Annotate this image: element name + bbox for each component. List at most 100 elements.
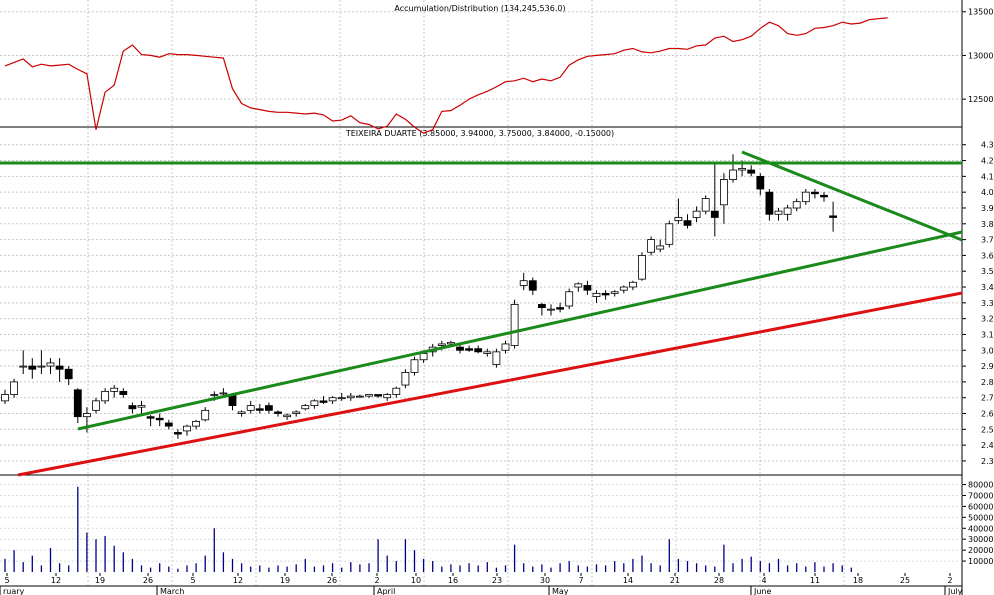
candle <box>337 392 346 401</box>
candle-body <box>110 387 119 392</box>
x-tick-label: 5 <box>190 576 195 585</box>
candle-body <box>528 280 537 291</box>
volume-tick-label: 40000 <box>968 524 993 533</box>
candle-body <box>1 394 9 402</box>
candle <box>92 397 100 414</box>
candle <box>538 302 546 316</box>
candle <box>310 399 319 409</box>
candle <box>456 343 464 354</box>
upper-channel-line <box>77 230 963 431</box>
x-tick-label: 19 <box>280 576 290 585</box>
candle <box>692 206 701 223</box>
x-tick-label: 25 <box>900 576 910 585</box>
candle-body <box>283 414 292 418</box>
candle <box>46 358 55 374</box>
candle <box>665 220 674 248</box>
candle-body <box>137 405 146 408</box>
x-tick-label: 16 <box>448 576 458 585</box>
candle <box>192 419 201 430</box>
x-tick-label: 5 <box>4 576 9 585</box>
candle-body <box>829 215 837 218</box>
candle <box>383 392 392 401</box>
price-tick-label: 4.3 <box>981 141 994 150</box>
candle-body <box>656 245 665 250</box>
candle-body <box>783 207 792 215</box>
candle-body <box>210 394 219 396</box>
x-tick-label: 11 <box>810 576 820 585</box>
candle-body <box>792 201 801 209</box>
price-tick-label: 3.3 <box>981 299 994 308</box>
price-tick-label: 3.6 <box>981 251 994 260</box>
x-tick-label: 18 <box>853 576 863 585</box>
candle <box>392 386 401 398</box>
candle <box>583 280 592 295</box>
candle <box>756 173 765 196</box>
x-tick-label: 26 <box>143 576 153 585</box>
candle-body <box>574 283 583 288</box>
candle-body <box>55 365 64 370</box>
candle <box>783 204 792 221</box>
candle-body <box>638 255 646 280</box>
candle-body <box>446 341 455 345</box>
candle <box>37 350 46 374</box>
candle-body <box>310 400 319 407</box>
candle <box>355 394 364 398</box>
candle <box>811 189 819 199</box>
candle-body <box>774 210 783 215</box>
candle-body <box>146 416 155 419</box>
candle <box>183 424 191 436</box>
candle <box>820 192 828 202</box>
price-tick-label: 2.3 <box>981 457 994 466</box>
candle-body <box>128 405 137 410</box>
candle <box>519 272 528 291</box>
candle <box>119 388 128 398</box>
candle-body <box>692 210 701 218</box>
candle-body <box>374 394 383 397</box>
candle <box>164 419 173 430</box>
candle <box>701 195 710 215</box>
candle-body <box>738 168 746 171</box>
candle-body <box>83 413 91 418</box>
candle-body <box>19 365 28 368</box>
indicator-tick-label: 12500 <box>968 95 993 104</box>
candle <box>565 288 574 310</box>
x-tick-label: 23 <box>492 576 502 585</box>
candle-body <box>801 191 810 203</box>
candle <box>601 290 610 300</box>
candle-body <box>456 346 464 351</box>
candle-body <box>401 371 410 386</box>
candle <box>283 413 292 420</box>
x-tick-label: 12 <box>51 576 61 585</box>
candle <box>319 396 328 405</box>
candle <box>674 198 683 224</box>
candle <box>10 378 19 398</box>
x-tick-label: 28 <box>714 576 724 585</box>
candle-body <box>46 362 55 367</box>
candle-body <box>519 280 528 286</box>
candle-body <box>155 417 164 421</box>
candle-body <box>583 285 592 291</box>
candle-body <box>219 392 228 395</box>
price-tick-label: 3.1 <box>981 330 994 339</box>
volume-tick-label: 70000 <box>968 491 993 500</box>
candle <box>483 348 492 357</box>
candle <box>1 389 9 405</box>
candle <box>301 404 310 411</box>
candle-body <box>665 223 674 245</box>
x-tick-label: 2 <box>947 576 952 585</box>
candle <box>410 356 419 376</box>
candle <box>155 413 164 427</box>
candle <box>683 214 692 229</box>
candle <box>556 302 564 313</box>
candle-body <box>328 397 337 402</box>
price-tick-label: 3.2 <box>981 315 994 324</box>
candle-body <box>264 405 273 411</box>
price-tick-label: 3.8 <box>981 220 994 229</box>
candle-body <box>592 292 601 297</box>
candle-body <box>483 351 492 354</box>
candle-body <box>556 307 564 310</box>
x-tick-label: 7 <box>578 576 583 585</box>
candle-body <box>465 348 474 351</box>
candle <box>647 236 655 256</box>
candle-body <box>164 422 173 427</box>
